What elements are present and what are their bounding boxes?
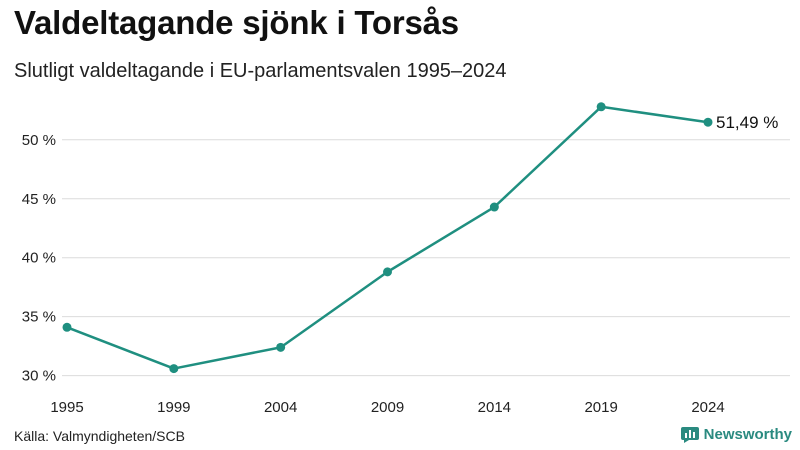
y-tick-label: 50 %: [22, 132, 56, 149]
grid-lines: [62, 139, 790, 377]
x-tick-label: 1995: [50, 399, 83, 416]
y-axis-ticks: 30 % 35 % 40 % 45 % 50 %: [22, 132, 56, 385]
data-point: [169, 364, 179, 374]
chart-subtitle: Slutligt valdeltagande i EU-parlamentsva…: [14, 60, 507, 82]
chart-title: Valdeltagande sjönk i Torsås: [14, 4, 459, 41]
series-layer: [66, 105, 709, 370]
brand-name: Newsworthy: [703, 426, 792, 443]
source-note: Källa: Valmyndigheten/SCB: [14, 428, 185, 444]
x-tick-label: 2014: [478, 399, 511, 416]
x-tick-label: 2019: [584, 399, 617, 416]
x-axis-ticks: 1995 1999 2004 2009 2014 2019 2024: [50, 399, 724, 416]
brand-logo[interactable]: Newsworthy: [680, 426, 792, 443]
x-tick-label: 2004: [264, 399, 297, 416]
newsworthy-logo-icon: [680, 426, 699, 443]
y-tick-label: 45 %: [22, 191, 56, 208]
data-points: [62, 102, 713, 374]
data-point: [489, 202, 499, 212]
y-tick-label: 35 %: [22, 309, 56, 326]
y-tick-label: 40 %: [22, 250, 56, 267]
end-value-label: 51,49 %: [716, 113, 778, 132]
y-tick-label: 30 %: [22, 368, 56, 385]
x-tick-label: 2009: [371, 399, 404, 416]
data-point: [383, 267, 392, 277]
series-line: [66, 105, 709, 370]
data-point: [596, 102, 606, 112]
x-tick-label: 2024: [691, 399, 724, 416]
data-point: [276, 342, 286, 352]
data-point: [62, 322, 72, 332]
x-tick-label: 1999: [157, 399, 190, 416]
data-point: [703, 117, 713, 127]
